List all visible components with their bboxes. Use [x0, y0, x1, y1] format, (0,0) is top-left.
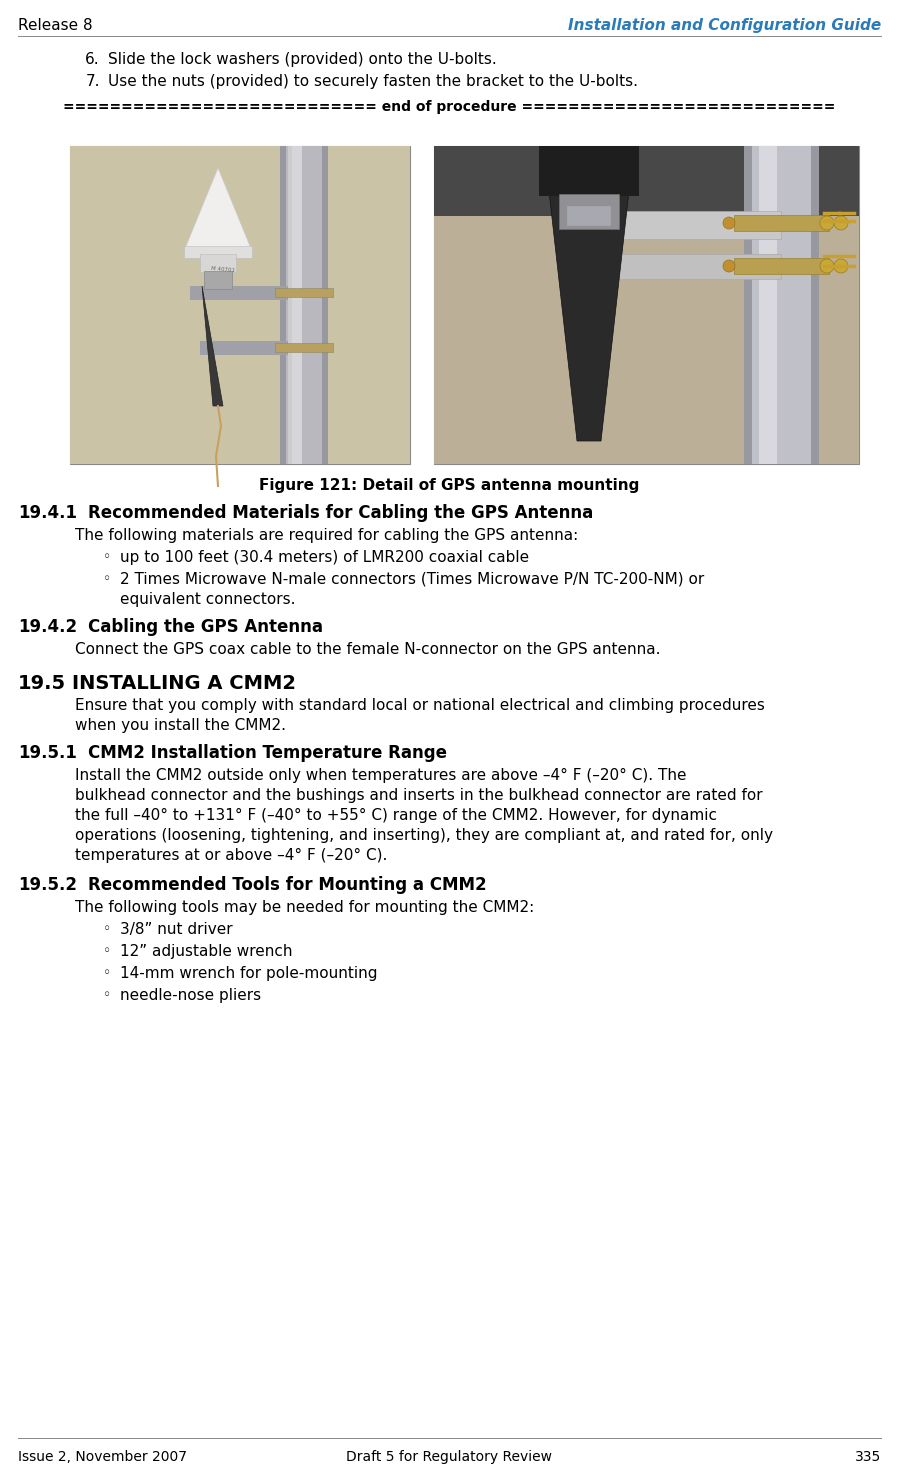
Bar [434, 146, 859, 464]
Text: 12” adjustable wrench: 12” adjustable wrench [120, 944, 292, 959]
Polygon shape [202, 286, 223, 407]
Text: Figure 121: Detail of GPS antenna mounting: Figure 121: Detail of GPS antenna mounti… [259, 479, 639, 493]
Bar [280, 146, 286, 464]
Text: 2 Times Microwave N-male connectors (Times Microwave P/N TC-200-NM) or: 2 Times Microwave N-male connectors (Tim… [120, 572, 704, 588]
Text: up to 100 feet (30.4 meters) of LMR200 coaxial cable: up to 100 feet (30.4 meters) of LMR200 c… [120, 549, 530, 566]
Text: needle-nose pliers: needle-nose pliers [120, 988, 261, 1003]
Bar [200, 342, 288, 355]
Text: 3/8” nut driver: 3/8” nut driver [120, 922, 233, 937]
Text: Cabling the GPS Antenna: Cabling the GPS Antenna [88, 619, 323, 636]
Bar [599, 253, 781, 278]
Bar [759, 146, 777, 464]
Text: 6.: 6. [85, 52, 100, 66]
Circle shape [834, 217, 848, 230]
Text: M 40701: M 40701 [211, 267, 236, 273]
Bar [190, 286, 288, 300]
Text: Draft 5 for Regulatory Review: Draft 5 for Regulatory Review [346, 1449, 552, 1464]
Bar [567, 206, 611, 225]
Text: CMM2 Installation Temperature Range: CMM2 Installation Temperature Range [88, 744, 447, 762]
Text: bulkhead connector and the bushings and inserts in the bulkhead connector are ra: bulkhead connector and the bushings and … [75, 788, 762, 803]
Text: Connect the GPS coax cable to the female N-connector on the GPS antenna.: Connect the GPS coax cable to the female… [75, 642, 661, 657]
Text: equivalent connectors.: equivalent connectors. [120, 592, 296, 607]
Text: Use the nuts (provided) to securely fasten the bracket to the U-bolts.: Use the nuts (provided) to securely fast… [108, 74, 638, 88]
Bar [539, 146, 639, 196]
Circle shape [834, 259, 848, 273]
Text: Recommended Materials for Cabling the GPS Antenna: Recommended Materials for Cabling the GP… [88, 504, 593, 521]
Text: Installation and Configuration Guide: Installation and Configuration Guide [568, 18, 881, 32]
Circle shape [820, 259, 834, 273]
Text: 19.4.2: 19.4.2 [18, 619, 77, 636]
Text: Ensure that you comply with standard local or national electrical and climbing p: Ensure that you comply with standard loc… [75, 698, 765, 713]
Bar [322, 146, 328, 464]
Bar [734, 258, 829, 274]
Text: 19.5.1: 19.5.1 [18, 744, 77, 762]
Bar [811, 146, 819, 464]
Bar [744, 146, 752, 464]
Bar [184, 246, 252, 258]
Bar [559, 194, 619, 228]
Polygon shape [549, 191, 629, 440]
Bar [290, 146, 302, 464]
Bar [200, 253, 236, 273]
Text: the full –40° to +131° F (–40° to +55° C) range of the CMM2. However, for dynami: the full –40° to +131° F (–40° to +55° C… [75, 809, 717, 823]
Text: 335: 335 [855, 1449, 881, 1464]
Bar [275, 289, 333, 298]
Text: 19.4.1: 19.4.1 [18, 504, 77, 521]
Bar [204, 271, 232, 289]
Bar [70, 146, 410, 464]
Text: Slide the lock washers (provided) onto the U-bolts.: Slide the lock washers (provided) onto t… [108, 52, 497, 66]
Bar [288, 146, 292, 464]
Text: Install the CMM2 outside only when temperatures are above –4° F (–20° C). The: Install the CMM2 outside only when tempe… [75, 767, 687, 784]
Bar [434, 146, 859, 217]
Text: when you install the CMM2.: when you install the CMM2. [75, 717, 286, 734]
Bar [744, 146, 819, 464]
Bar [589, 211, 781, 239]
Text: The following tools may be needed for mounting the CMM2:: The following tools may be needed for mo… [75, 900, 534, 915]
Bar [434, 146, 859, 464]
Bar [734, 215, 829, 231]
Circle shape [723, 217, 735, 228]
Text: =========================== end of procedure ===========================: =========================== end of proce… [63, 100, 835, 113]
Text: temperatures at or above –4° F (–20° C).: temperatures at or above –4° F (–20° C). [75, 848, 387, 863]
Text: Issue 2, November 2007: Issue 2, November 2007 [18, 1449, 187, 1464]
Text: ◦: ◦ [103, 572, 111, 586]
Text: INSTALLING A CMM2: INSTALLING A CMM2 [72, 675, 296, 692]
Bar [275, 343, 333, 352]
Circle shape [820, 217, 834, 230]
Polygon shape [184, 168, 252, 250]
Text: ◦: ◦ [103, 944, 111, 957]
Text: 7.: 7. [85, 74, 100, 88]
Text: ◦: ◦ [103, 966, 111, 980]
Text: 19.5: 19.5 [18, 675, 67, 692]
Text: Recommended Tools for Mounting a CMM2: Recommended Tools for Mounting a CMM2 [88, 876, 486, 894]
Text: ◦: ◦ [103, 988, 111, 1002]
Text: The following materials are required for cabling the GPS antenna:: The following materials are required for… [75, 527, 578, 544]
Text: 19.5.2: 19.5.2 [18, 876, 77, 894]
Text: Release 8: Release 8 [18, 18, 93, 32]
Text: ◦: ◦ [103, 549, 111, 564]
Text: operations (loosening, tightening, and inserting), they are compliant at, and ra: operations (loosening, tightening, and i… [75, 828, 773, 843]
Text: 14-mm wrench for pole-mounting: 14-mm wrench for pole-mounting [120, 966, 378, 981]
Bar [280, 146, 328, 464]
Text: ◦: ◦ [103, 922, 111, 935]
Bar [70, 146, 410, 464]
Circle shape [723, 261, 735, 273]
